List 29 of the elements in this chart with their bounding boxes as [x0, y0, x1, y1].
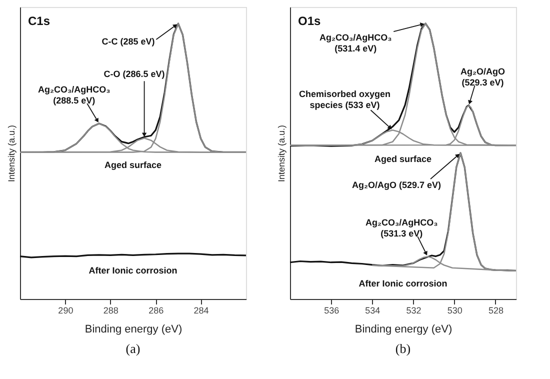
annotation: C-O (286.5 eV)	[104, 69, 165, 80]
x-axis-title: Binding energy (eV)	[354, 324, 452, 336]
y-axis-title: Intensity (a.u.)	[276, 124, 286, 182]
text: (a)	[126, 341, 140, 356]
annotation: Ag₂CO₃/AgHCO₃ (288.5 eV)	[38, 84, 110, 106]
series-label: After Ionic corrosion	[358, 278, 448, 289]
annotation: Chemisorbed oxygen species (533 eV)	[298, 89, 390, 110]
x-tick-label: 532	[406, 306, 422, 316]
annotation: Ag₂CO₃/AgHCO₃ (531.4 eV)	[319, 32, 392, 54]
x-tick-label: 530	[447, 306, 462, 316]
x-tick-label: 288	[103, 306, 118, 316]
x-tick-label: 286	[148, 306, 164, 316]
series-label: After Ionic corrosion	[88, 265, 178, 276]
annotation: Ag₂CO₃/AgHCO₃ (531.3 eV)	[365, 218, 438, 239]
annotation: C1s	[28, 14, 50, 28]
text: (b)	[395, 341, 411, 356]
text: Aged surface	[104, 160, 162, 170]
x-tick-label: 534	[365, 306, 380, 316]
x-axis-title: Binding energy (eV)	[84, 324, 182, 336]
series-label: Aged surface	[374, 154, 432, 164]
x-tick-label: 290	[58, 306, 74, 316]
x-tick-label: 284	[194, 306, 209, 316]
x-tick-label: 536	[324, 306, 340, 316]
y-axis-title: Intensity (a.u.)	[6, 124, 16, 182]
x-tick-label: 528	[488, 306, 504, 316]
annotation: Ag₂O/AgO (529.7 eV)	[352, 180, 442, 190]
annotation: O1s	[298, 14, 322, 28]
annotation: Ag₂O/AgO (529.3 eV)	[460, 66, 505, 88]
annotation: C-C (285 eV)	[102, 36, 155, 47]
